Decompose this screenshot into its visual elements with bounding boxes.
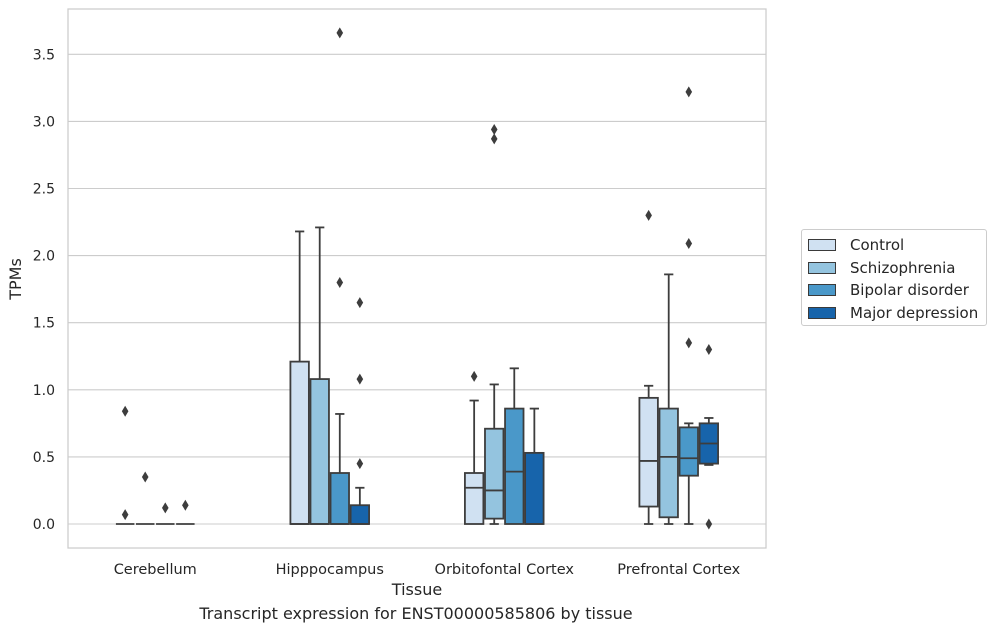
box-schizophrenia [309, 226, 330, 525]
box-bipolar-disorder [329, 27, 350, 525]
y-tick-labels: 0.0 0.5 1.0 1.5 2.0 2.5 3.0 3.5 [33, 47, 55, 533]
box-body [658, 407, 679, 519]
x-tick-labels: Cerebellum Hipppocampus Orbitofontal Corte… [114, 562, 741, 578]
outlier-point [470, 370, 478, 382]
x-tick-label: Hipppocampus [276, 562, 384, 578]
outlier-point [705, 518, 713, 530]
y-tick-label: 2.0 [33, 249, 55, 265]
box-schizophrenia [484, 123, 505, 525]
legend-swatch [808, 306, 836, 319]
box-schizophrenia [135, 471, 155, 525]
box-groups [115, 27, 719, 530]
box-body [464, 472, 485, 525]
legend-label: Control [850, 236, 905, 254]
box-major-depression [698, 344, 719, 530]
x-tick-label: Prefrontal Cortex [617, 562, 740, 578]
outlier-point [685, 337, 693, 349]
box-schizophrenia [658, 273, 679, 525]
outlier-point [161, 502, 169, 514]
x-axis-label: Tissue [391, 580, 442, 599]
box-body [309, 378, 330, 525]
outlier-point [685, 86, 693, 98]
y-tick-label: 1.5 [33, 316, 55, 332]
y-tick-label: 0.0 [33, 517, 55, 533]
outlier-point [705, 344, 713, 356]
y-tick-label: 3.0 [33, 114, 55, 130]
legend-label: Bipolar disorder [850, 281, 969, 299]
legend-item: Control [808, 235, 904, 255]
legend-item: Bipolar disorder [808, 280, 969, 300]
outlier-point [336, 276, 344, 288]
outlier-point [685, 238, 693, 250]
legend-swatch [808, 284, 836, 296]
legend-label: Schizophrenia [850, 258, 956, 277]
box-bipolar-disorder [504, 367, 525, 525]
outlier-point [121, 509, 129, 521]
box-major-depression [524, 407, 545, 525]
figure-caption: Transcript expression for ENST0000058580… [199, 604, 633, 623]
outlier-point [336, 27, 344, 39]
box-body [638, 396, 659, 508]
box-control [638, 209, 659, 525]
legend-swatch [808, 239, 836, 251]
outlier-point [121, 405, 129, 417]
box-control [289, 230, 310, 525]
box-body [329, 472, 350, 525]
x-tick-label: Cerebellum [114, 562, 197, 578]
box-control [115, 405, 135, 525]
outlier-point [356, 373, 364, 385]
box-major-depression [349, 297, 370, 525]
y-tick-label: 1.0 [33, 383, 55, 399]
outlier-point [645, 209, 652, 221]
legend: Control Schizophrenia Bipolar disorder Majo… [801, 229, 987, 326]
y-tick-label: 3.5 [33, 47, 55, 63]
outlier-point [356, 458, 364, 470]
legend-swatch [808, 261, 836, 274]
box-bipolar-disorder [156, 502, 175, 525]
legend-item: Schizophrenia [808, 258, 955, 278]
outlier-point [490, 123, 498, 135]
outlier-point [182, 499, 189, 511]
y-tick-label: 2.5 [33, 182, 55, 198]
y-axis-label: TPMs [6, 258, 25, 301]
x-tick-label: Orbitofontal Cortex [435, 562, 575, 578]
box-control [464, 370, 485, 525]
outlier-point [490, 133, 498, 145]
legend-label: Major depression [850, 303, 979, 322]
box-body [678, 426, 699, 477]
box-body [289, 360, 310, 525]
box-body [504, 407, 525, 525]
plot-area-frame [67, 8, 767, 549]
box-bipolar-disorder [678, 86, 699, 525]
outlier-point [141, 471, 149, 483]
box-body [484, 427, 505, 520]
outlier-point [356, 297, 364, 309]
box-major-depression [176, 499, 195, 525]
box-body [349, 504, 370, 525]
legend-item: Major depression [808, 303, 978, 323]
box-body [524, 451, 545, 525]
y-tick-label: 0.5 [33, 450, 55, 466]
